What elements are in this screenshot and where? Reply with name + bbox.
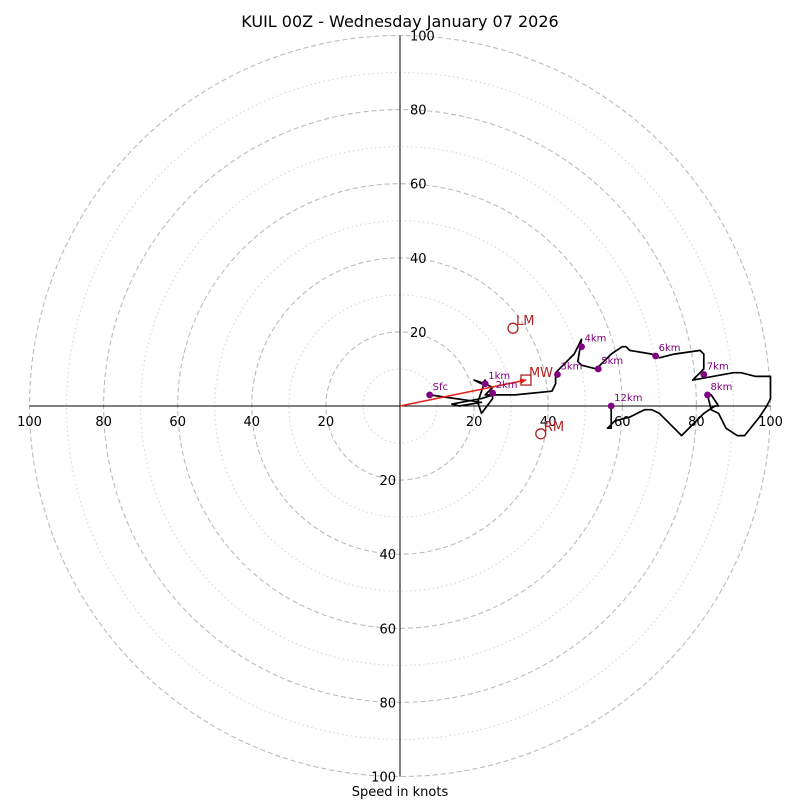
tick-label-top-80: 80 — [410, 104, 427, 119]
height-marker-7km — [700, 371, 708, 378]
tick-label-top-40: 40 — [410, 252, 427, 267]
motion-point-MW — [520, 374, 532, 386]
tick-label-bottom-60: 60 — [379, 622, 396, 637]
height-marker-1km — [481, 380, 489, 388]
tick-label-left-40: 40 — [244, 415, 261, 430]
tick-label-left-80: 80 — [95, 415, 112, 430]
motion-label-RM: RM — [544, 420, 564, 435]
tick-label-left-60: 60 — [169, 415, 186, 430]
height-marker-12km — [607, 402, 615, 410]
tick-label-top-20: 20 — [410, 326, 427, 341]
height-marker-4km — [578, 343, 585, 351]
height-marker-label-6km: 6km — [659, 343, 681, 354]
tick-label-top-60: 60 — [410, 178, 427, 193]
tick-label-bottom-100: 100 — [371, 771, 396, 786]
tick-label-left-20: 20 — [318, 415, 335, 430]
height-marker-3km — [554, 371, 561, 378]
tick-label-right-40: 40 — [540, 415, 557, 430]
height-marker-8km — [704, 391, 711, 399]
height-marker-6km — [652, 352, 660, 360]
height-marker-label-7km: 7km — [707, 362, 729, 373]
height-marker-5km — [594, 365, 602, 373]
tick-label-top-100: 100 — [410, 30, 435, 45]
height-marker-2km — [489, 389, 497, 397]
tick-label-left-100: 100 — [17, 415, 42, 430]
tick-label-bottom-20: 20 — [379, 474, 396, 489]
height-marker-label-2km: 2km — [496, 380, 518, 391]
height-marker-Sfc — [426, 391, 434, 399]
tick-label-right-100: 100 — [758, 415, 783, 430]
motion-point-RM — [535, 428, 547, 440]
motion-point-LM — [507, 322, 519, 334]
tick-label-right-20: 20 — [466, 415, 483, 430]
height-marker-label-3km: 3km — [560, 362, 582, 373]
tick-label-bottom-80: 80 — [379, 696, 396, 711]
height-marker-label-8km: 8km — [711, 382, 733, 393]
height-marker-label-4km: 4km — [585, 334, 607, 345]
motion-label-MW: MW — [529, 366, 553, 381]
height-marker-label-12km: 12km — [614, 393, 642, 404]
tick-label-bottom-40: 40 — [379, 548, 396, 563]
motion-label-LM: LM — [516, 314, 534, 329]
height-marker-label-1km: 1km — [488, 371, 510, 382]
shear-vector — [399, 378, 527, 407]
tick-label-right-80: 80 — [688, 415, 705, 430]
x-axis-label: Speed in knots — [352, 785, 449, 800]
height-marker-label-5km: 5km — [601, 356, 623, 367]
height-marker-label-Sfc: Sfc — [433, 382, 448, 393]
chart-title: KUIL 00Z - Wednesday January 07 2026 — [241, 12, 558, 31]
